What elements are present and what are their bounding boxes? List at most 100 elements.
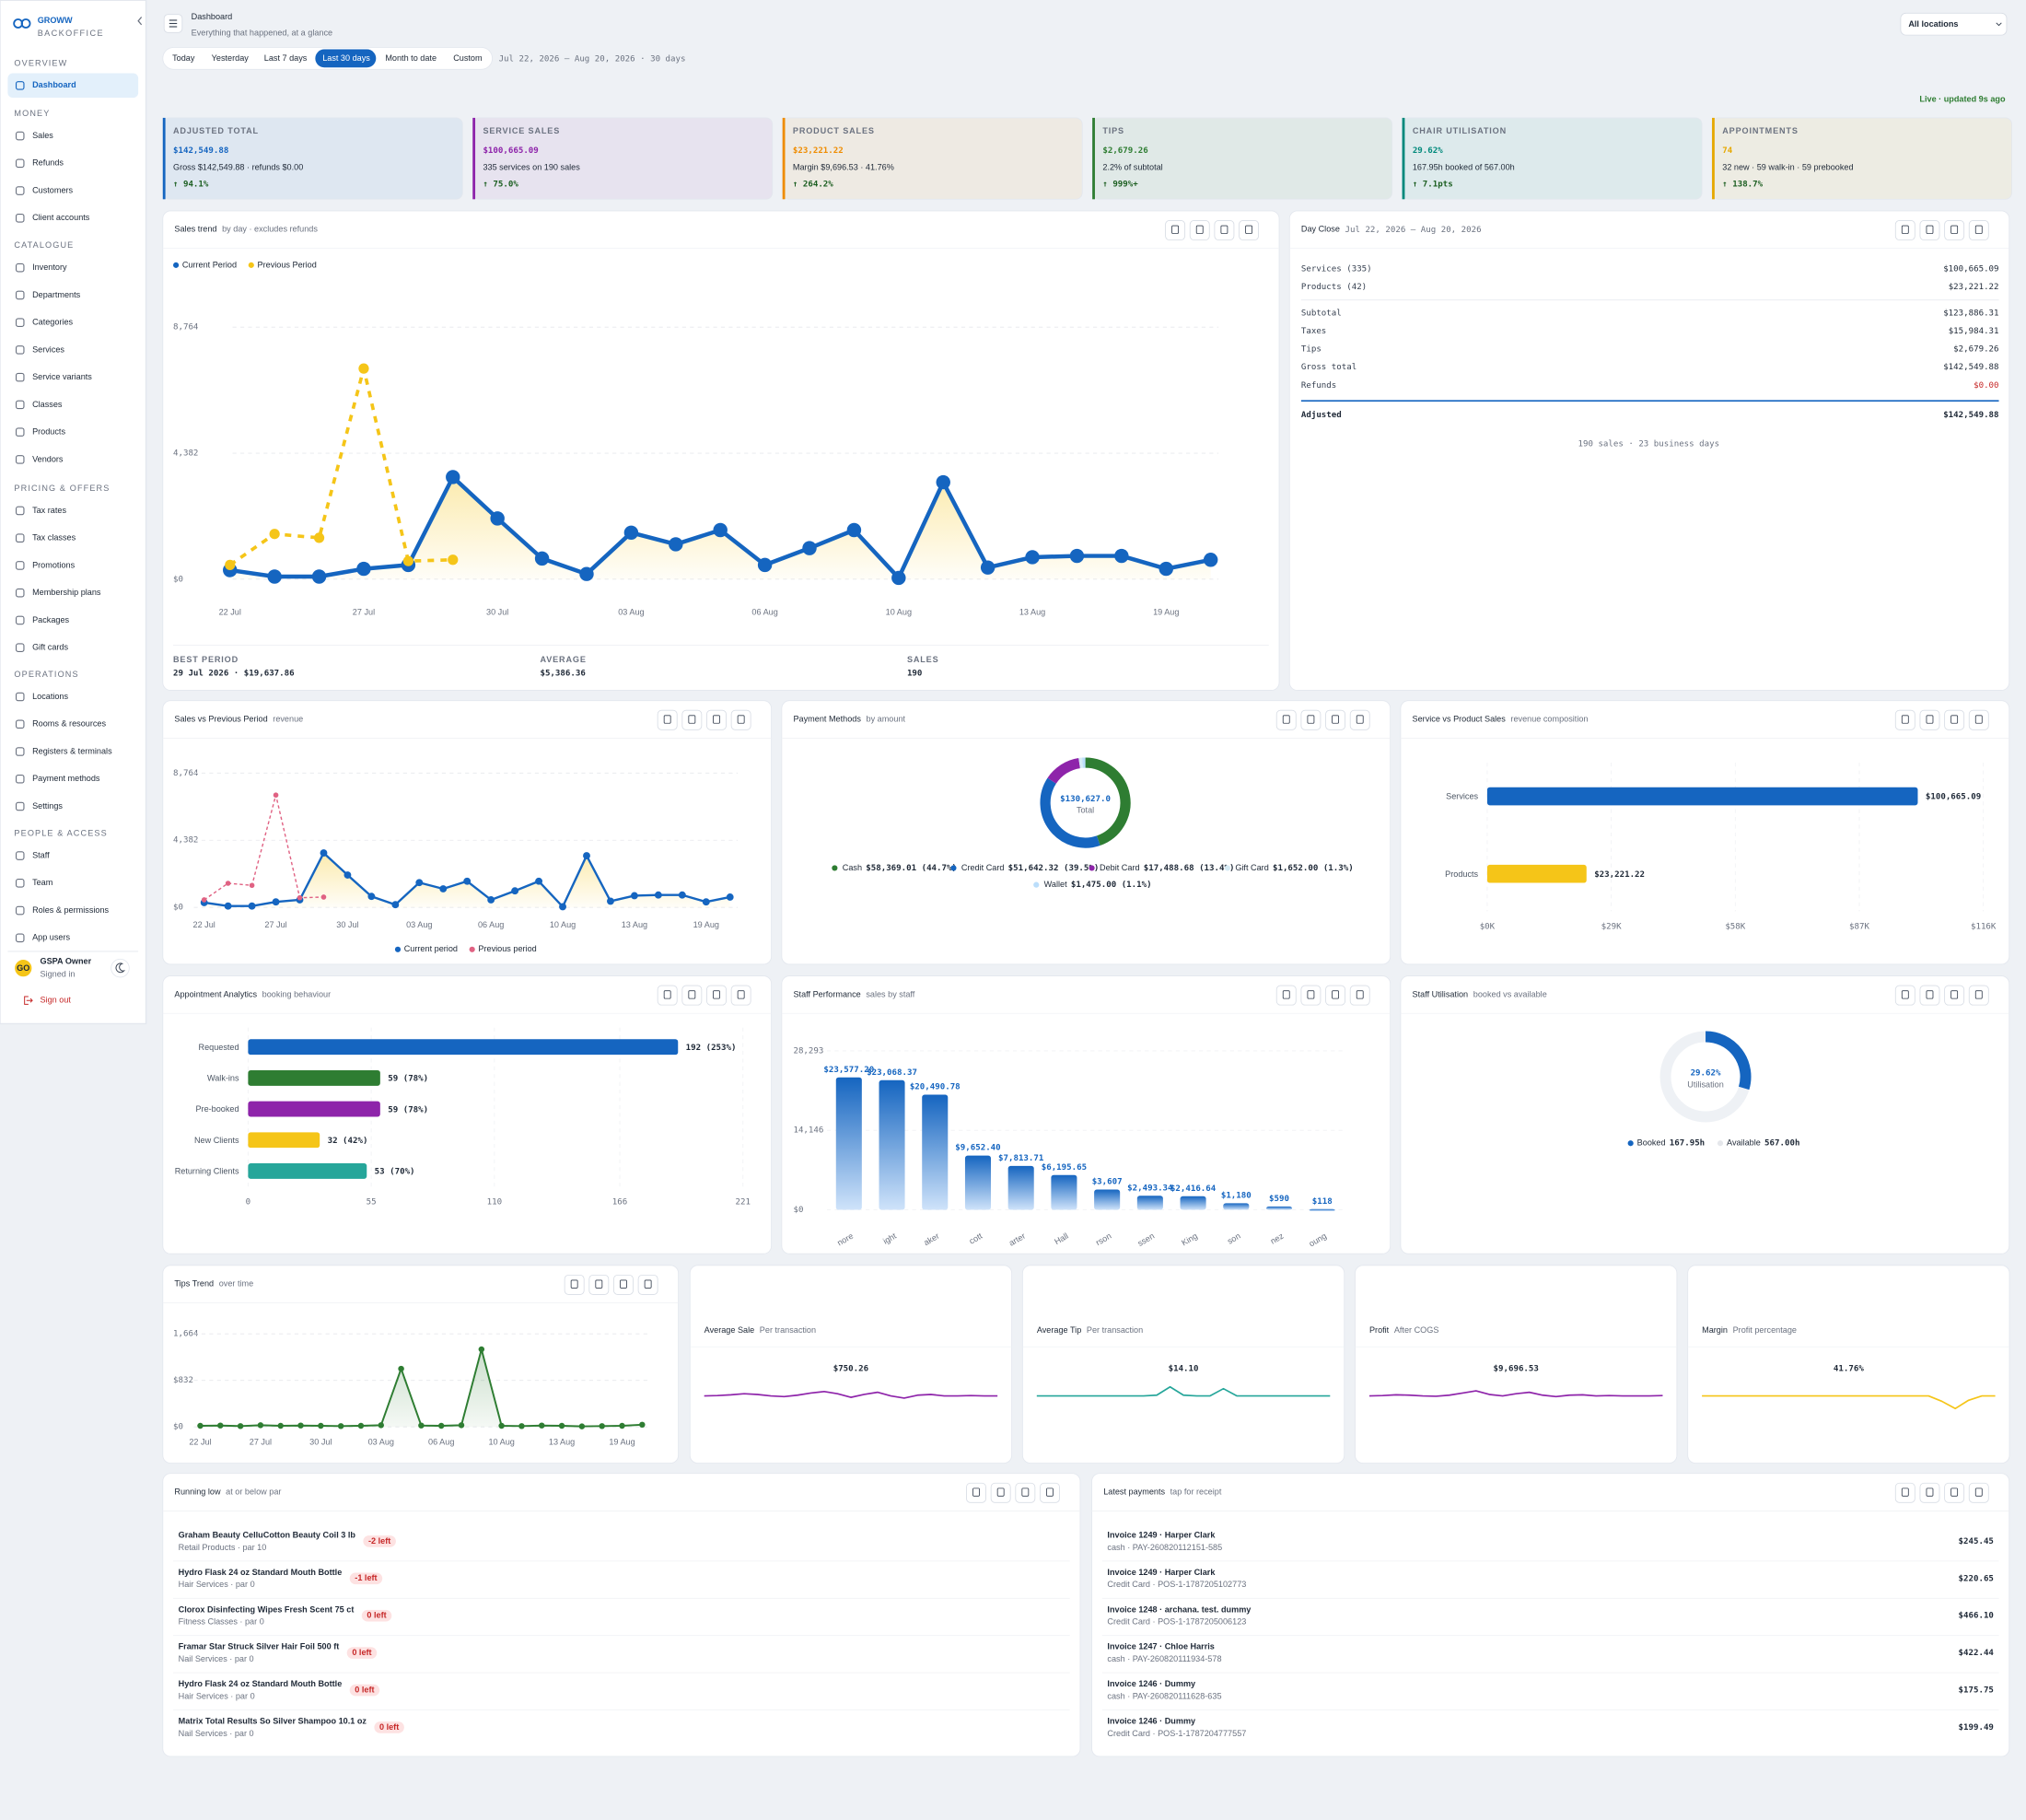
range-pill[interactable]: Last 7 days <box>264 53 308 63</box>
x-tick-label: 30 Jul <box>336 920 358 929</box>
card-action[interactable] <box>966 1482 986 1503</box>
card-action[interactable] <box>1894 985 1915 1006</box>
nav-item[interactable]: Departments <box>32 290 81 299</box>
card-action[interactable] <box>990 1482 1011 1503</box>
card-action[interactable] <box>706 709 727 730</box>
card-action[interactable] <box>1919 1482 1940 1503</box>
point <box>197 1422 204 1429</box>
nav-item[interactable]: Sales <box>32 131 53 140</box>
card-action[interactable] <box>657 709 678 730</box>
nav-item[interactable]: Dashboard <box>32 80 76 89</box>
nav-item[interactable]: Packages <box>32 615 69 624</box>
nav-item[interactable]: Refunds <box>32 158 64 168</box>
nav-item[interactable]: Classes <box>32 400 63 409</box>
nav-item[interactable]: Vendors <box>32 454 64 463</box>
action-icon <box>1974 225 1983 234</box>
nav-item[interactable]: Locations <box>32 692 68 701</box>
line <box>228 367 453 566</box>
nav-item[interactable]: Roles & permissions <box>32 905 109 915</box>
nav-item[interactable]: Payment methods <box>32 774 100 783</box>
card-title: Latest payments <box>1103 1487 1165 1496</box>
card-action[interactable] <box>1349 709 1370 730</box>
card-action[interactable] <box>681 985 703 1006</box>
collapse-button[interactable] <box>137 17 143 26</box>
card-action[interactable] <box>1968 220 1989 240</box>
nav-item[interactable]: Registers & terminals <box>32 746 112 755</box>
card-action[interactable] <box>1300 709 1322 730</box>
nav-item[interactable]: Rooms & resources <box>32 719 106 729</box>
range-pill[interactable]: Yesterday <box>212 53 250 63</box>
nav-item[interactable]: Team <box>32 878 52 887</box>
item-name[interactable]: Invoice 1247 · Chloe Harris <box>1107 1642 1214 1651</box>
action-icon <box>1356 715 1364 724</box>
card-action[interactable] <box>1894 220 1915 240</box>
card-action[interactable] <box>1919 709 1940 730</box>
card-action[interactable] <box>588 1274 610 1295</box>
range-pill[interactable]: Custom <box>453 53 482 63</box>
card-action[interactable] <box>1325 985 1346 1006</box>
range-pill[interactable]: Month to date <box>385 53 437 63</box>
card-action[interactable] <box>1894 1482 1915 1503</box>
item-name[interactable]: Invoice 1248 · archana. test. dummy <box>1107 1604 1252 1614</box>
legend-label: Booked <box>1637 1138 1666 1148</box>
card-action[interactable] <box>1894 709 1915 730</box>
nav-item[interactable]: Service variants <box>32 372 92 381</box>
item-name[interactable]: Invoice 1249 · Harper Clark <box>1107 1568 1216 1577</box>
card-action[interactable] <box>730 709 751 730</box>
range-pill[interactable]: Last 30 days <box>322 53 370 63</box>
card-action[interactable] <box>1968 709 1989 730</box>
card-action[interactable] <box>1040 1482 1060 1503</box>
range-pill[interactable]: Today <box>172 53 195 63</box>
nav-item[interactable]: Products <box>32 427 65 437</box>
card-action[interactable] <box>1944 1482 1965 1503</box>
point <box>318 1422 324 1429</box>
card-action[interactable] <box>1968 1482 1989 1503</box>
point <box>356 561 371 577</box>
item-name[interactable]: Invoice 1249 · Harper Clark <box>1107 1530 1216 1539</box>
card-subtitle: Jul 22, 2026 – Aug 20, 2026 <box>1345 226 1482 235</box>
item-name[interactable]: Invoice 1246 · Dummy <box>1107 1679 1196 1688</box>
card-action[interactable] <box>1275 985 1297 1006</box>
card-action[interactable] <box>1944 709 1965 730</box>
nav-item[interactable]: Tax rates <box>32 506 66 515</box>
card-action[interactable] <box>657 985 678 1006</box>
nav-item[interactable]: Categories <box>32 318 73 327</box>
card-action[interactable] <box>1968 985 1989 1006</box>
card-action[interactable] <box>1349 985 1370 1006</box>
card-action[interactable] <box>1239 220 1260 240</box>
card-action[interactable] <box>564 1274 585 1295</box>
nav-item[interactable]: Inventory <box>32 262 67 272</box>
card-action[interactable] <box>1165 220 1186 240</box>
card-action[interactable] <box>1944 985 1965 1006</box>
card-action[interactable] <box>681 709 703 730</box>
nav-item[interactable]: Membership plans <box>32 588 101 597</box>
card-action[interactable] <box>1015 1482 1036 1503</box>
theme-toggle[interactable] <box>111 958 130 978</box>
x-tick-label: 06 Aug <box>751 608 777 617</box>
nav-item[interactable]: Promotions <box>32 560 76 569</box>
card-action[interactable] <box>637 1274 658 1295</box>
card-action[interactable] <box>613 1274 634 1295</box>
card-action[interactable] <box>1944 220 1965 240</box>
item-name[interactable]: Invoice 1246 · Dummy <box>1107 1717 1196 1726</box>
nav-item[interactable]: Settings <box>32 801 63 811</box>
nav-item[interactable]: Gift cards <box>32 643 68 652</box>
card-action[interactable] <box>1919 985 1940 1006</box>
nav-item[interactable]: Customers <box>32 185 73 194</box>
nav-item[interactable]: App users <box>32 933 70 942</box>
sign-out[interactable]: Sign out <box>40 996 71 1005</box>
card-action[interactable] <box>1189 220 1210 240</box>
card-action[interactable] <box>1214 220 1235 240</box>
card-action[interactable] <box>1919 220 1940 240</box>
nav-item[interactable]: Tax classes <box>32 533 76 542</box>
card-action[interactable] <box>1325 709 1346 730</box>
nav-item[interactable]: Services <box>32 344 64 354</box>
card-action[interactable] <box>1275 709 1297 730</box>
card-action[interactable] <box>730 985 751 1006</box>
location-select[interactable] <box>1900 12 2008 36</box>
nav-item[interactable]: Staff <box>32 850 50 859</box>
card-action[interactable] <box>706 985 727 1006</box>
card-action[interactable] <box>1300 985 1322 1006</box>
nav-item[interactable]: Client accounts <box>32 213 90 222</box>
item-meta: cash · PAY-260820111628-635 <box>1107 1691 1221 1700</box>
